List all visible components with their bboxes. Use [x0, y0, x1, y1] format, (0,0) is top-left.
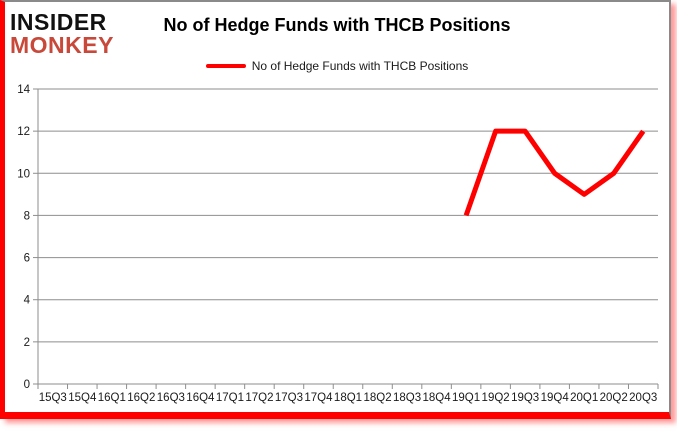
x-axis-label: 18Q4 [423, 392, 452, 404]
x-axis-label: 19Q3 [511, 392, 539, 404]
x-axis-label: 16Q3 [157, 392, 185, 404]
chart-frame: INSIDER MONKEY No of Hedge Funds with TH… [0, 0, 671, 419]
legend-line-swatch-icon [205, 64, 246, 68]
x-axis-label: 17Q4 [304, 392, 333, 404]
x-axis-label: 16Q1 [98, 392, 126, 404]
x-axis-label: 16Q4 [186, 392, 215, 404]
x-axis-label: 18Q2 [363, 392, 391, 404]
series-line [463, 128, 646, 217]
x-axis-label: 19Q4 [541, 392, 570, 404]
legend-label: No of Hedge Funds with THCB Positions [251, 59, 469, 73]
legend: No of Hedge Funds with THCB Positions [5, 59, 669, 73]
y-axis-label: 0 [24, 379, 30, 391]
y-axis-label: 12 [17, 126, 30, 138]
x-axis-label: 19Q2 [482, 392, 510, 404]
x-axis-label: 18Q3 [393, 392, 421, 404]
y-axis-label: 10 [17, 168, 30, 180]
x-axis-label: 17Q3 [275, 392, 303, 404]
logo-monkey-text: MONKEY [10, 32, 114, 58]
insider-monkey-logo: INSIDER MONKEY [10, 11, 114, 57]
x-axis-label: 17Q1 [216, 392, 244, 404]
y-axis-label: 14 [17, 84, 30, 96]
y-axis-label: 2 [24, 337, 30, 349]
chart-title: No of Hedge Funds with THCB Positions [163, 15, 511, 35]
x-axis-label: 18Q1 [334, 392, 362, 404]
y-axis-label: 6 [24, 253, 30, 265]
y-axis-label: 4 [24, 295, 31, 307]
x-axis-label: 16Q2 [127, 392, 155, 404]
x-axis-label: 19Q1 [452, 392, 480, 404]
x-axis-label: 15Q3 [39, 392, 67, 404]
x-axis-label: 15Q4 [68, 392, 97, 404]
x-axis-label: 17Q2 [245, 392, 273, 404]
logo-insider-text: INSIDER [10, 9, 107, 35]
y-axis-label: 8 [24, 210, 30, 222]
x-axis-label: 20Q2 [600, 392, 628, 404]
x-axis-label: 20Q1 [570, 392, 598, 404]
x-axis-label: 20Q3 [629, 392, 657, 404]
